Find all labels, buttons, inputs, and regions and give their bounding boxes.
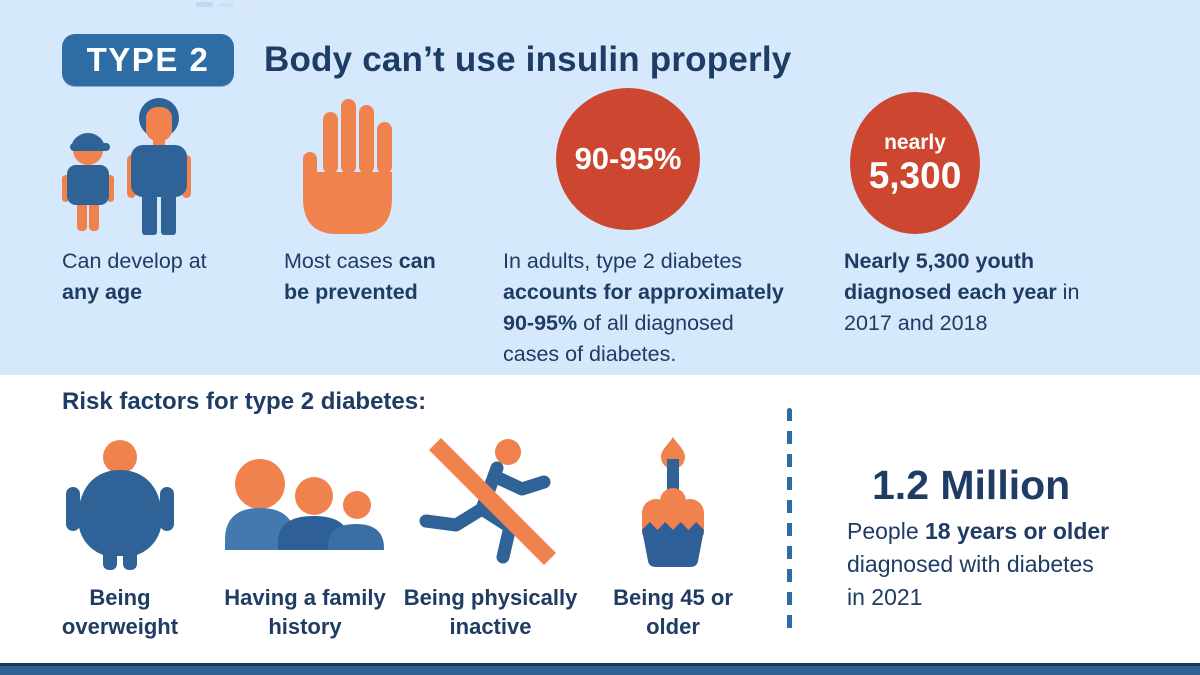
- type2-overview-section: TYPE 2 Body can’t use insulin properly: [0, 0, 1200, 375]
- family-icon-svg: [225, 459, 384, 550]
- cropped-text-remnant: [242, 3, 259, 7]
- risk-label-line: Being 45 or: [613, 585, 733, 610]
- stop-hand-icon-svg: [303, 99, 392, 234]
- risk-factors-heading: Risk factors for type 2 diabetes:: [62, 388, 427, 415]
- fact-prevented: Most cases can be prevented: [284, 249, 436, 304]
- birthday-cupcake-icon: [618, 436, 728, 570]
- birthday-cupcake-icon-svg: [642, 437, 704, 567]
- fact-adults-percentage: In adults, type 2 diabetes accounts for …: [503, 249, 784, 366]
- bottom-bar: [0, 663, 1200, 675]
- type2-badge-label: TYPE 2: [86, 41, 210, 78]
- risk-label-line: Having a family: [224, 585, 386, 610]
- all-ages-people-icon: [58, 95, 198, 242]
- risk-item-45-or-older: Being 45 or older: [583, 436, 763, 641]
- stat-circle-5300: nearly 5,300: [850, 92, 980, 234]
- million-stat-value: 1.2 Million: [872, 462, 1071, 508]
- no-running-icon: [411, 436, 571, 570]
- cropped-text-remnant: [219, 3, 234, 7]
- dashed-divider: [787, 408, 792, 636]
- risk-item-family-history: Having a family history: [215, 436, 395, 641]
- all-ages-people-icon-svg: [62, 98, 191, 235]
- stat-circle-90-95: 90-95%: [556, 88, 700, 230]
- family-icon: [224, 436, 386, 570]
- stat-circle-5300-qualifier: nearly: [884, 131, 946, 154]
- risk-label-line: Being physically: [403, 585, 578, 610]
- risk-label-line: older: [646, 614, 700, 639]
- overweight-person-icon-svg: [66, 440, 174, 570]
- no-running-icon-svg: [419, 437, 556, 566]
- fact-any-age: Can develop at any age: [62, 249, 207, 304]
- risk-item-overweight: Being overweight: [30, 436, 210, 641]
- risk-label-line: Being: [89, 585, 151, 610]
- stat-circle-5300-value: 5,300: [868, 155, 962, 196]
- cropped-text-remnant: [196, 2, 213, 7]
- page-title: Body can’t use insulin properly: [264, 40, 792, 79]
- risk-label-line: inactive: [449, 614, 532, 639]
- stop-hand-icon: [303, 96, 395, 241]
- million-stat-text: People 18 years or older diagnosed with …: [847, 518, 1110, 610]
- risk-item-physically-inactive: Being physically inactive: [398, 436, 583, 641]
- type2-badge: TYPE 2: [62, 34, 234, 86]
- risk-label-line: history: [268, 614, 342, 639]
- fact-youth-diagnosed: Nearly 5,300 youth diagnosed each year i…: [844, 249, 1080, 335]
- overweight-person-icon: [65, 436, 175, 570]
- risk-label-line: overweight: [61, 614, 179, 639]
- stat-circle-90-95-value: 90-95%: [574, 141, 682, 176]
